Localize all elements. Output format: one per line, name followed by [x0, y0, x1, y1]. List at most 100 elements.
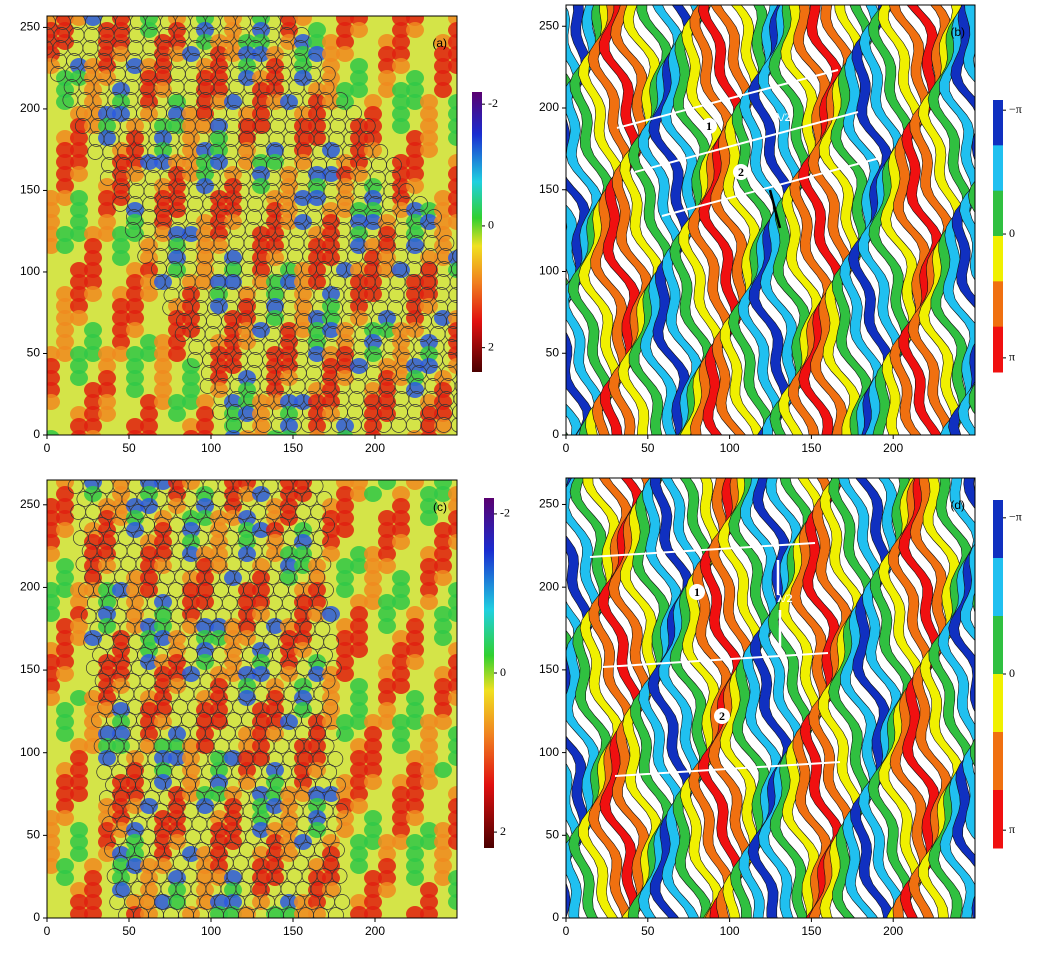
field-blob	[336, 726, 354, 742]
field-blob	[56, 298, 74, 314]
field-blob	[126, 286, 144, 302]
field-blob	[448, 750, 457, 766]
field-blob	[70, 274, 88, 290]
field-blob	[252, 738, 270, 754]
field-blob	[308, 570, 326, 586]
field-blob	[182, 274, 200, 290]
field-blob	[154, 510, 172, 526]
cell-outline	[311, 595, 328, 611]
field-blob	[28, 82, 46, 98]
field-blob	[252, 702, 270, 718]
field-blob	[112, 462, 130, 478]
field-blob	[140, 406, 158, 422]
field-blob	[196, 786, 214, 802]
field-blob	[112, 166, 130, 182]
field-blob	[154, 774, 172, 790]
field-blob	[84, 70, 102, 86]
field-blob	[70, 430, 88, 435]
cell-outline	[312, 530, 329, 546]
field-blob	[420, 498, 438, 514]
phase-band	[970, 547, 975, 768]
field-blob	[406, 774, 424, 790]
field-blob	[84, 582, 102, 598]
plot-frame	[565, 477, 976, 919]
field-blob	[70, 118, 88, 134]
field-blob	[350, 486, 368, 502]
field-blob	[84, 894, 102, 910]
field-blob	[182, 166, 200, 182]
field-blob	[112, 298, 130, 314]
guide-line	[661, 157, 881, 217]
field-blob	[266, 70, 284, 86]
field-blob	[378, 678, 396, 694]
field-blob	[434, 34, 452, 50]
field-blob	[56, 226, 74, 242]
field-blob	[140, 0, 158, 14]
x-tick-label: 150	[283, 441, 303, 455]
field-blob	[28, 118, 46, 134]
field-blob	[56, 786, 74, 802]
cell-outline	[453, 392, 457, 406]
field-blob	[294, 618, 312, 634]
field-blob	[47, 654, 60, 670]
field-blob	[280, 846, 298, 862]
cell-outline	[327, 751, 344, 767]
field-blob	[406, 178, 424, 194]
field-blob	[266, 498, 284, 514]
field-blob	[112, 250, 130, 266]
field-blob	[266, 846, 284, 862]
field-blob	[392, 118, 410, 134]
field-blob	[322, 46, 340, 62]
field-blob	[364, 894, 382, 910]
field-blob	[420, 510, 438, 526]
field-blob	[448, 94, 457, 110]
cell-outline	[505, 327, 520, 342]
cell-outline	[398, 183, 415, 199]
colorbar-step	[993, 190, 1003, 237]
field-blob	[98, 382, 116, 398]
field-blob	[434, 382, 452, 398]
field-blob	[140, 582, 158, 598]
field-blob	[294, 298, 312, 314]
field-blob	[308, 382, 326, 398]
field-blob	[322, 166, 340, 182]
colorbar-tick-label: −π	[1009, 102, 1022, 116]
y-tick-label: 150	[539, 662, 559, 676]
field-blob	[84, 882, 102, 898]
field-blob	[448, 334, 457, 350]
field-blob	[210, 678, 228, 694]
field-blob	[182, 750, 200, 766]
field-blob	[350, 774, 368, 790]
field-blob	[47, 678, 60, 694]
field-blob	[28, 474, 46, 490]
field-blob	[84, 118, 102, 134]
field-blob	[448, 130, 457, 146]
field-blob	[336, 510, 354, 526]
field-blob	[196, 166, 214, 182]
field-blob	[210, 346, 228, 362]
field-blob	[392, 498, 410, 514]
field-blob	[350, 214, 368, 230]
field-blob	[308, 418, 326, 434]
field-blob	[126, 858, 144, 874]
field-blob	[294, 630, 312, 646]
y-tick-label: 100	[20, 264, 40, 278]
field-blob	[98, 106, 116, 122]
field-blob	[154, 394, 172, 410]
y-tick-label: 50	[27, 346, 41, 360]
field-blob	[308, 738, 326, 754]
field-blob	[434, 678, 452, 694]
field-blob	[47, 370, 60, 386]
field-blob	[47, 582, 60, 598]
field-blob	[196, 498, 214, 514]
x-tick-label: 50	[122, 441, 136, 455]
field-blob	[294, 774, 312, 790]
field-blob	[448, 582, 457, 598]
cell-outline	[530, 379, 545, 394]
cell-outline	[496, 418, 511, 433]
phase-band	[519, 468, 564, 924]
y-tick-label: 0	[33, 427, 40, 441]
field-blob	[294, 118, 312, 134]
field-blob	[140, 714, 158, 730]
